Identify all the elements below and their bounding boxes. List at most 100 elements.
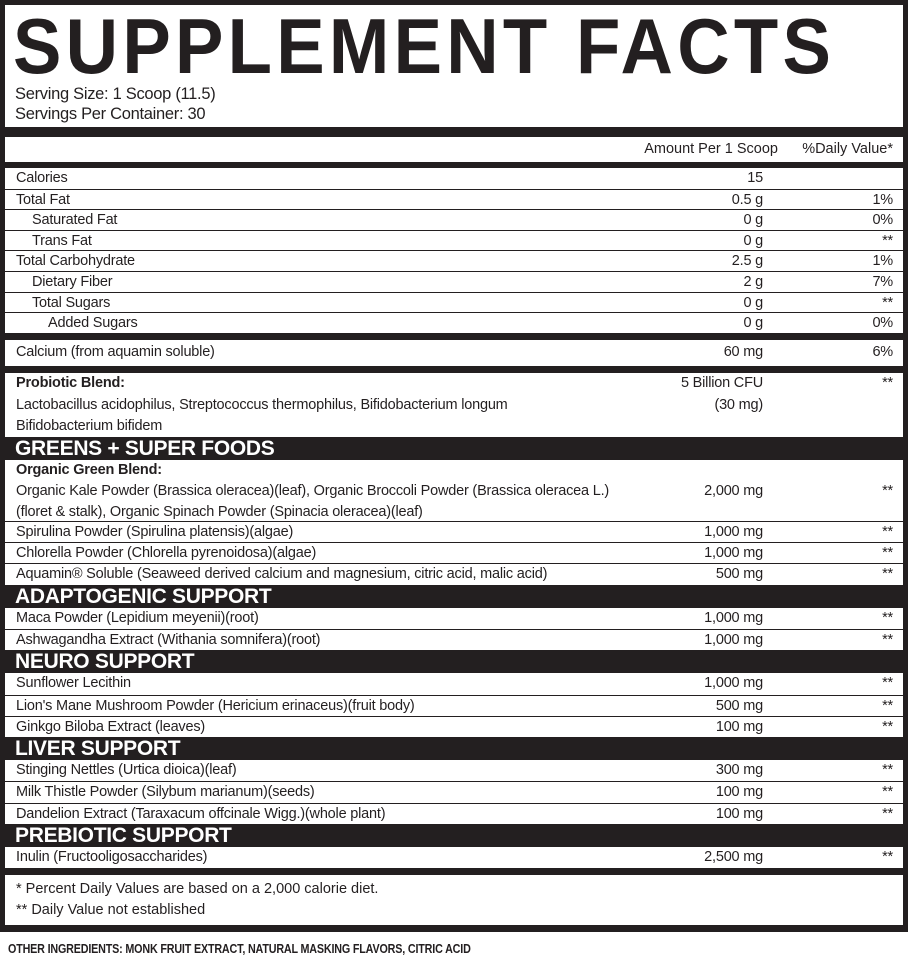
nutrition-row: Total Sugars 0 g ** xyxy=(5,291,903,313)
divider xyxy=(5,127,903,137)
nutrition-row: Saturated Fat 0 g 0% xyxy=(5,209,903,230)
ingredient-name: Inulin (Fructooligosaccharides) xyxy=(16,849,208,866)
ingredient-dv: ** xyxy=(882,849,893,866)
nutrient-amount: 0 g xyxy=(743,232,763,249)
nutrition-row: Total Carbohydrate 2.5 g 1% xyxy=(5,250,903,271)
nutrient-name: Total Sugars xyxy=(32,294,111,311)
ingredient-name: Dandelion Extract (Taraxacum offcinale W… xyxy=(16,805,386,822)
footnote: * Percent Daily Values are based on a 2,… xyxy=(16,881,379,898)
page-title: SUPPLEMENT FACTS xyxy=(13,2,836,90)
probiotic-line: Lactobacillus acidophilus, Streptococcus… xyxy=(16,396,508,413)
probiotic-line: Bifidobacterium bifidem xyxy=(16,417,163,434)
section-items: Organic Green Blend: Organic Kale Powder … xyxy=(5,459,903,585)
ingredient-row: Inulin (Fructooligosaccharides) 2,500 mg *… xyxy=(5,847,903,868)
ingredient-name: Maca Powder (Lepidium meyenii)(root) xyxy=(16,609,259,626)
amount-header: Amount Per 1 Scoop xyxy=(644,141,778,157)
ingredient-dv: ** xyxy=(882,523,893,540)
servings-per-container: Servings Per Container: 30 xyxy=(15,105,206,123)
ingredient-name: Spirulina Powder (Spirulina platensis)(a… xyxy=(16,523,294,540)
ingredient-row: Ginkgo Biloba Extract (leaves) 100 mg ** xyxy=(5,715,903,737)
ingredient-row: Chlorella Powder (Chlorella pyrenoidosa)… xyxy=(5,542,903,563)
section-items: Sunflower Lecithin 1,000 mg ** Lion's Mane … xyxy=(5,673,903,738)
nutrient-name: Total Fat xyxy=(16,191,70,208)
blend-line: (floret & stalk), Organic Spinach Powder… xyxy=(16,503,423,520)
nutrient-dv: 1% xyxy=(872,253,893,270)
ingredient-row: Aquamin® Soluble (Seaweed derived calciu… xyxy=(5,563,903,584)
ingredient-name: Stinging Nettles (Urtica dioica)(leaf) xyxy=(16,762,237,779)
nutrient-amount: 0.5 g xyxy=(731,191,763,208)
ingredient-name: Sunflower Lecithin xyxy=(16,675,131,692)
nutrient-amount: 2.5 g xyxy=(731,253,763,270)
ingredient-dv: ** xyxy=(882,482,893,499)
nutrient-name: Calories xyxy=(16,170,68,186)
ingredient-name: Lion's Mane Mushroom Powder (Hericium er… xyxy=(16,697,415,714)
nutrition-row: Trans Fat 0 g ** xyxy=(5,229,903,251)
ingredient-amount: 2,000 mg xyxy=(704,482,763,499)
column-header: Amount Per 1 Scoop %Daily Value* xyxy=(5,137,903,162)
calcium-dv: 6% xyxy=(872,343,893,360)
probiotic-label: Probiotic Blend: xyxy=(16,374,125,391)
ingredient-amount: 2,500 mg xyxy=(704,849,763,866)
blend-label: Organic Green Blend: xyxy=(16,461,162,478)
ingredient-dv: ** xyxy=(882,784,893,801)
ingredient-dv: ** xyxy=(882,675,893,692)
nutrient-name: Added Sugars xyxy=(48,315,138,332)
nutrient-amount: 2 g xyxy=(743,273,763,290)
ingredient-dv: ** xyxy=(882,609,893,626)
ingredient-row: Organic Green Blend: Organic Kale Powder … xyxy=(5,460,903,521)
ingredient-sections: GREENS + SUPER FOODS Organic Green Blend:… xyxy=(5,436,903,869)
probiotic-dv: ** xyxy=(882,374,893,391)
ingredient-dv: ** xyxy=(882,805,893,822)
ingredient-row: Milk Thistle Powder (Silybum marianum)(s… xyxy=(5,781,903,802)
ingredient-row: Dandelion Extract (Taraxacum offcinale W… xyxy=(5,802,903,824)
section-header: NEURO SUPPORT xyxy=(5,650,903,674)
section-items: Stinging Nettles (Urtica dioica)(leaf) 30… xyxy=(5,760,903,825)
ingredient-dv: ** xyxy=(882,566,893,583)
footnotes: * Percent Daily Values are based on a 2,… xyxy=(5,875,903,926)
nutrition-row: Total Fat 0.5 g 1% xyxy=(5,188,903,210)
nutrient-name: Total Carbohydrate xyxy=(16,253,135,270)
blend-line: Organic Kale Powder (Brassica oleracea)(… xyxy=(16,482,610,499)
ingredient-dv: ** xyxy=(882,762,893,779)
ingredient-row: Lion's Mane Mushroom Powder (Hericium er… xyxy=(5,694,903,716)
probiotic-blend-row: Probiotic Blend: Lactobacillus acidophil… xyxy=(5,372,903,437)
serving-size: Serving Size: 1 Scoop (11.5) xyxy=(15,85,216,103)
nutrient-dv: ** xyxy=(882,294,893,311)
nutrient-name: Saturated Fat xyxy=(32,212,118,229)
ingredient-amount: 500 mg xyxy=(715,566,763,583)
ingredient-dv: ** xyxy=(882,631,893,648)
nutrient-dv: 0% xyxy=(872,212,893,229)
ingredient-amount: 1,000 mg xyxy=(704,631,763,648)
ingredient-row: Stinging Nettles (Urtica dioica)(leaf) 30… xyxy=(5,760,903,781)
ingredient-amount: 1,000 mg xyxy=(704,523,763,540)
section-header: LIVER SUPPORT xyxy=(5,737,903,761)
ingredient-name: Chlorella Powder (Chlorella pyrenoidosa)… xyxy=(16,545,317,562)
footnote: ** Daily Value not established xyxy=(16,902,206,919)
section-header: ADAPTOGENIC SUPPORT xyxy=(5,584,903,608)
nutrient-name: Dietary Fiber xyxy=(32,273,113,290)
ingredient-row: Maca Powder (Lepidium meyenii)(root) 1,00… xyxy=(5,608,903,629)
ingredient-name: Ashwagandha Extract (Withania somnifera)… xyxy=(16,631,321,648)
nutrition-row: Added Sugars 0 g 0% xyxy=(5,312,903,333)
ingredient-amount: 100 mg xyxy=(715,718,763,735)
nutrient-amount: 0 g xyxy=(743,294,763,311)
nutrient-dv: 0% xyxy=(872,315,893,332)
section-items: Inulin (Fructooligosaccharides) 2,500 mg *… xyxy=(5,847,903,869)
calcium-row: Calcium (from aquamin soluble) 60 mg 6% xyxy=(5,339,903,366)
ingredient-dv: ** xyxy=(882,718,893,735)
ingredient-dv: ** xyxy=(882,697,893,714)
section-items: Maca Powder (Lepidium meyenii)(root) 1,00… xyxy=(5,607,903,651)
section-header: PREBIOTIC SUPPORT xyxy=(5,824,903,848)
nutrient-amount: 0 g xyxy=(743,212,763,229)
ingredient-amount: 1,000 mg xyxy=(704,609,763,626)
nutrient-dv: 7% xyxy=(872,273,893,290)
nutrient-amount: 15 xyxy=(747,170,763,186)
divider xyxy=(5,868,903,875)
nutrition-table: Calories 15 Total Fat 0.5 g 1% Saturated Fat 0… xyxy=(5,168,903,333)
ingredient-name: Ginkgo Biloba Extract (leaves) xyxy=(16,718,206,735)
daily-value-header: %Daily Value* xyxy=(802,141,893,157)
title-box: SUPPLEMENT FACTS Serving Size: 1 Scoop (… xyxy=(5,2,903,127)
probiotic-amount-note: (30 mg) xyxy=(714,396,763,413)
ingredient-amount: 500 mg xyxy=(715,697,763,714)
probiotic-amount: 5 Billion CFU xyxy=(680,374,763,391)
